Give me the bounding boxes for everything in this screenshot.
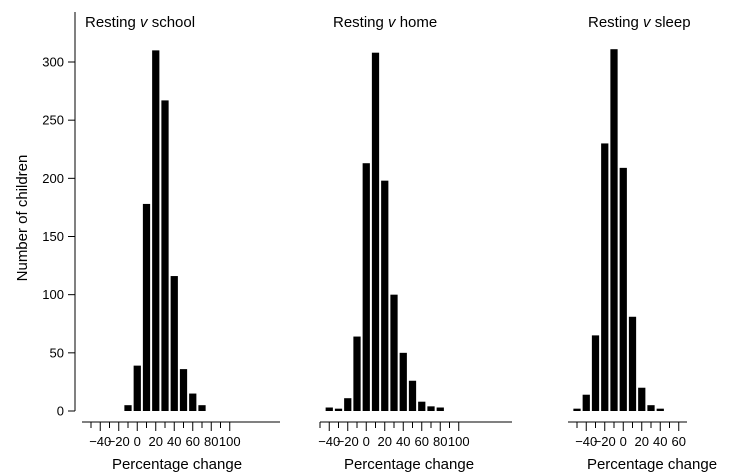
x-axis-label-sleep: Percentage change xyxy=(587,456,717,473)
y-tick-label: 250 xyxy=(42,113,64,128)
x-tick-label: 20 xyxy=(378,434,392,449)
y-tick-label: 300 xyxy=(42,55,64,70)
histogram-bar xyxy=(573,408,581,411)
x-tick-label: 40 xyxy=(167,434,181,449)
histogram-bar xyxy=(152,50,160,412)
x-axis-home: −40−20 0 20 40 60 80 100 xyxy=(318,421,512,449)
panel-sleep: Resting v sleep −40−20 0 20 40 60 Percentage… xyxy=(568,14,717,473)
panel-title-school: Resting v school xyxy=(85,14,195,31)
x-tick-label: 100 xyxy=(448,434,470,449)
x-axis-sleep: −40−20 0 20 40 60 xyxy=(568,421,687,449)
panel-title-home: Resting v home xyxy=(333,14,437,31)
histogram-bar xyxy=(189,393,197,411)
histogram-bar xyxy=(638,387,646,411)
histogram-bar xyxy=(628,316,637,411)
histogram-bar xyxy=(601,143,609,411)
x-tick-label: 60 xyxy=(415,434,429,449)
histogram-bar xyxy=(198,405,206,411)
x-tick-label: 60 xyxy=(672,434,686,449)
bars-sleep xyxy=(573,49,664,411)
y-axis: 0 50 100 150 200 250 300 Number of children xyxy=(14,12,76,419)
x-tick-label: 40 xyxy=(653,434,667,449)
histogram-bar xyxy=(582,394,590,411)
x-tick-label: −20 xyxy=(594,434,616,449)
histogram-bar xyxy=(418,401,426,411)
x-tick-label: 0 xyxy=(134,434,141,449)
histogram-bar xyxy=(179,369,188,411)
histogram-bar xyxy=(381,180,389,411)
x-tick-label: −40 xyxy=(89,434,111,449)
x-tick-label: −40 xyxy=(575,434,597,449)
histogram-bar xyxy=(647,405,655,411)
histogram-bar xyxy=(344,398,352,411)
x-tick-label: 80 xyxy=(433,434,447,449)
y-tick-label: 100 xyxy=(42,287,64,302)
y-axis-label: Number of children xyxy=(14,155,31,282)
histogram-bar xyxy=(399,352,407,411)
histogram-bar xyxy=(353,336,361,411)
histogram-bar xyxy=(408,380,417,411)
histogram-bar xyxy=(390,294,398,411)
histogram-bar xyxy=(170,276,178,411)
histogram-bar xyxy=(371,52,380,411)
x-axis-label-home: Percentage change xyxy=(344,456,474,473)
y-tick-label: 50 xyxy=(50,345,64,360)
histogram-bar xyxy=(325,407,333,411)
bars-school xyxy=(124,50,206,412)
panel-title-sleep: Resting v sleep xyxy=(588,14,691,31)
panel-school: Resting v school −40−20 0 20 40 60 80 100 Perc… xyxy=(82,14,280,473)
x-tick-label: −20 xyxy=(337,434,359,449)
x-tick-label: 20 xyxy=(635,434,649,449)
y-tick-label: 0 xyxy=(57,404,64,419)
histogram-bar xyxy=(427,406,435,411)
x-tick-label: 0 xyxy=(363,434,370,449)
x-tick-label: 60 xyxy=(186,434,200,449)
histogram-bar xyxy=(161,100,169,411)
x-tick-label: −20 xyxy=(108,434,130,449)
histogram-bar xyxy=(610,49,618,411)
x-tick-label: 80 xyxy=(204,434,218,449)
x-axis-school: −40−20 0 20 40 60 80 100 xyxy=(82,421,280,449)
bars-home xyxy=(325,52,444,411)
x-tick-label: 0 xyxy=(620,434,627,449)
x-tick-label: −40 xyxy=(318,434,340,449)
x-tick-label: 100 xyxy=(219,434,241,449)
histogram-bar xyxy=(133,365,141,411)
histogram-bar xyxy=(142,203,151,411)
x-axis-label-school: Percentage change xyxy=(112,456,242,473)
histogram-bar xyxy=(591,335,600,411)
x-tick-label: 20 xyxy=(149,434,163,449)
y-tick-label: 200 xyxy=(42,171,64,186)
histogram-bar xyxy=(334,408,343,411)
panel-home: Resting v home −40−20 0 20 40 60 80 100 Percen… xyxy=(318,14,512,473)
y-tick-label: 150 xyxy=(42,229,64,244)
x-tick-label: 40 xyxy=(396,434,410,449)
histogram-bar xyxy=(656,408,664,411)
y-tick-group: 0 50 100 150 200 250 300 xyxy=(42,55,75,419)
histogram-bar xyxy=(619,167,627,411)
histogram-bar xyxy=(436,407,444,411)
histogram-bar xyxy=(362,163,370,411)
histogram-bar xyxy=(124,405,132,411)
